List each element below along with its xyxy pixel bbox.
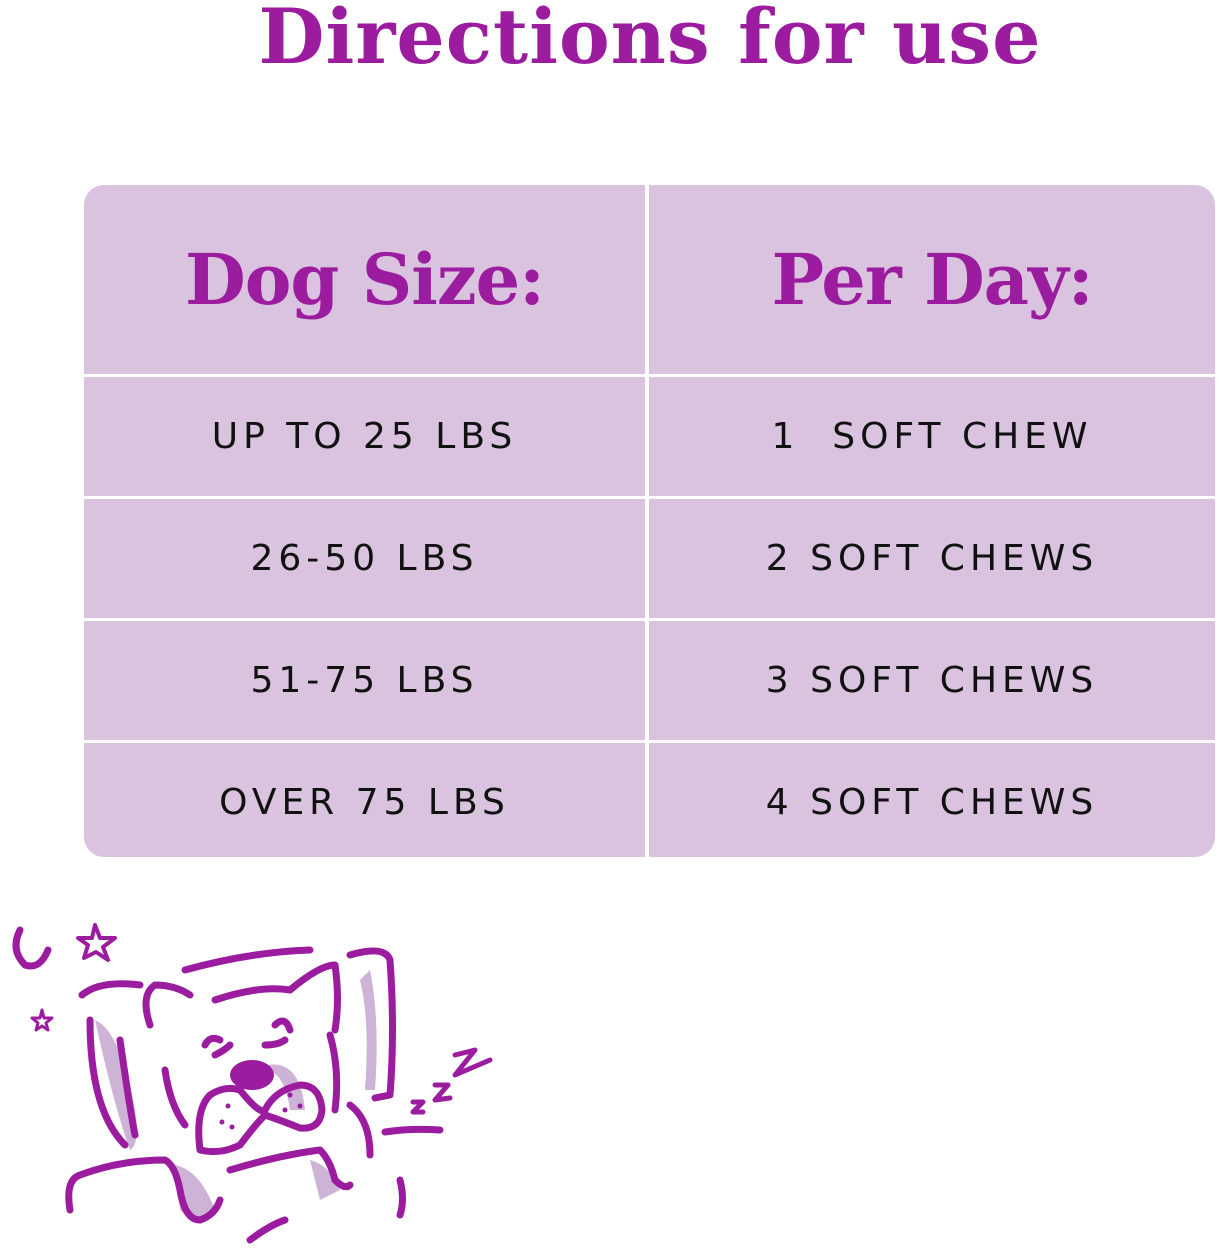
nose — [230, 1060, 274, 1090]
dosage-table: Dog Size: Per Day: UP TO 25 LBS 1 SOFT C… — [84, 185, 1215, 857]
header-dog-size: Dog Size: — [84, 185, 645, 374]
page-title: Directions for use — [258, 0, 1042, 81]
dog-lines — [12, 923, 493, 1244]
star-icon — [30, 1008, 54, 1032]
nose-and-dots — [219, 1060, 303, 1130]
cell-size: 51-75 LBS — [84, 621, 645, 740]
moon-icon — [12, 926, 52, 970]
cell-dose: 2 SOFT CHEWS — [649, 499, 1215, 618]
cell-dose: 4 SOFT CHEWS — [649, 743, 1215, 857]
cell-dose: 3 SOFT CHEWS — [649, 621, 1215, 740]
cell-dose: 1 SOFT CHEW — [649, 377, 1215, 496]
star-icon — [76, 923, 117, 962]
zzz-icon — [410, 1047, 493, 1115]
cell-size: OVER 75 LBS — [84, 743, 645, 857]
header-per-day: Per Day: — [649, 185, 1215, 374]
sleeping-dog-illustration — [12, 923, 493, 1244]
cell-size: UP TO 25 LBS — [84, 377, 645, 496]
cell-size: 26-50 LBS — [84, 499, 645, 618]
